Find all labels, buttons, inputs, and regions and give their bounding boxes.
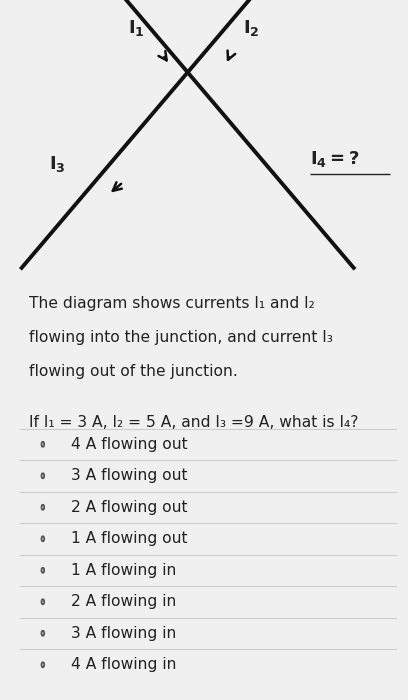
Text: 3 A flowing in: 3 A flowing in xyxy=(71,626,177,641)
Text: 2 A flowing out: 2 A flowing out xyxy=(71,500,188,514)
Text: $\mathbf{I_1}$: $\mathbf{I_1}$ xyxy=(128,18,145,38)
Text: The diagram shows currents I₁ and I₂: The diagram shows currents I₁ and I₂ xyxy=(29,296,314,311)
Text: $\mathbf{I_3}$: $\mathbf{I_3}$ xyxy=(49,155,65,174)
Text: $\mathbf{I_2}$: $\mathbf{I_2}$ xyxy=(243,18,259,38)
Text: 3 A flowing out: 3 A flowing out xyxy=(71,468,188,483)
Text: 1 A flowing out: 1 A flowing out xyxy=(71,531,188,546)
Text: 4 A flowing in: 4 A flowing in xyxy=(71,657,177,672)
Text: 4 A flowing out: 4 A flowing out xyxy=(71,437,188,452)
Text: If I₁ = 3 A, I₂ = 5 A, and I₃ =9 A, what is I₄?: If I₁ = 3 A, I₂ = 5 A, and I₃ =9 A, what… xyxy=(29,415,358,430)
Text: $\mathbf{I_4 = ?}$: $\mathbf{I_4 = ?}$ xyxy=(310,149,359,169)
Text: flowing out of the junction.: flowing out of the junction. xyxy=(29,364,237,379)
Text: flowing into the junction, and current I₃: flowing into the junction, and current I… xyxy=(29,330,333,345)
Text: 1 A flowing in: 1 A flowing in xyxy=(71,563,177,578)
Text: 2 A flowing in: 2 A flowing in xyxy=(71,594,177,609)
